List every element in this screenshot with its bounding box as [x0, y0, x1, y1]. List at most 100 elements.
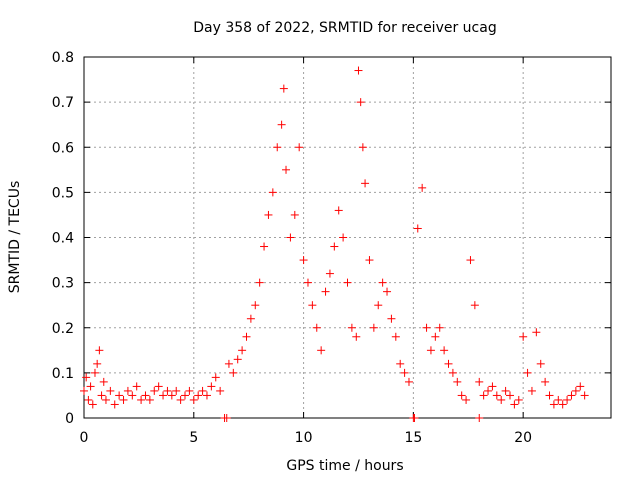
- data-point: [181, 391, 190, 400]
- data-point: [514, 395, 523, 404]
- data-point: [277, 120, 286, 129]
- data-point: [347, 323, 356, 332]
- data-point: [308, 301, 317, 310]
- data-point: [352, 332, 361, 341]
- data-point: [479, 391, 488, 400]
- data-point: [159, 391, 168, 400]
- chart-title: Day 358 of 2022, SRMTID for receiver uca…: [193, 20, 496, 36]
- data-point: [418, 183, 427, 192]
- data-point: [422, 323, 431, 332]
- data-point: [90, 368, 99, 377]
- data-point: [505, 391, 514, 400]
- data-point: [510, 400, 519, 409]
- data-point: [541, 377, 550, 386]
- plot-frame: [83, 56, 612, 419]
- data-point: [216, 386, 225, 395]
- data-point: [571, 386, 580, 395]
- data-point: [404, 377, 413, 386]
- data-point: [365, 256, 374, 265]
- data-point: [251, 301, 260, 310]
- x-tick-label: 15: [404, 430, 422, 446]
- data-point: [80, 386, 88, 395]
- y-tick-label: 0.4: [52, 231, 74, 247]
- data-point: [84, 395, 93, 404]
- data-point: [374, 301, 383, 310]
- data-point: [238, 346, 247, 355]
- data-point: [172, 386, 181, 395]
- data-point: [222, 414, 231, 422]
- data-point: [334, 206, 343, 215]
- data-point: [440, 346, 449, 355]
- data-point: [567, 391, 576, 400]
- data-point: [176, 395, 185, 404]
- data-point: [99, 377, 108, 386]
- data-point: [448, 368, 457, 377]
- data-point: [282, 165, 291, 174]
- data-point: [273, 143, 282, 152]
- data-point: [563, 395, 572, 404]
- data-point: [453, 377, 462, 386]
- data-point: [110, 400, 119, 409]
- data-point: [233, 355, 242, 364]
- data-point: [224, 359, 233, 368]
- x-tick-label: 5: [189, 430, 198, 446]
- data-point: [387, 314, 396, 323]
- data-point: [132, 382, 141, 391]
- data-point: [369, 323, 378, 332]
- data-point: [580, 391, 589, 400]
- data-point: [279, 84, 288, 93]
- data-point: [312, 323, 321, 332]
- data-point: [576, 382, 585, 391]
- data-point: [198, 386, 207, 395]
- data-point: [462, 395, 471, 404]
- data-point: [82, 373, 91, 382]
- data-point: [361, 179, 370, 188]
- data-point: [242, 332, 251, 341]
- data-point: [86, 382, 95, 391]
- data-point: [536, 359, 545, 368]
- data-points: [80, 66, 589, 422]
- y-tick-label: 0.5: [52, 185, 74, 201]
- data-point: [475, 377, 484, 386]
- grid: [84, 57, 611, 418]
- data-point: [163, 386, 172, 395]
- data-point: [554, 395, 563, 404]
- data-point: [106, 386, 115, 395]
- data-point: [189, 395, 198, 404]
- x-axis-label: GPS time / hours: [286, 458, 403, 474]
- y-tick-label: 0.6: [52, 140, 74, 156]
- data-point: [185, 386, 194, 395]
- data-point: [466, 256, 475, 265]
- data-point: [492, 391, 501, 400]
- data-point: [413, 224, 422, 233]
- data-point: [358, 143, 367, 152]
- data-point: [150, 386, 159, 395]
- data-point: [484, 386, 493, 395]
- data-point: [488, 382, 497, 391]
- data-point: [95, 346, 104, 355]
- data-point: [396, 359, 405, 368]
- data-point: [426, 346, 435, 355]
- data-point: [549, 400, 558, 409]
- data-point: [321, 287, 330, 296]
- data-point: [97, 391, 106, 400]
- data-point: [123, 386, 132, 395]
- data-point: [410, 414, 419, 422]
- data-point: [497, 395, 506, 404]
- data-point: [354, 66, 363, 75]
- data-point: [470, 301, 479, 310]
- data-point: [264, 210, 273, 219]
- data-point: [299, 256, 308, 265]
- data-point: [317, 346, 326, 355]
- data-point: [93, 359, 102, 368]
- data-point: [475, 414, 484, 422]
- data-point: [295, 143, 304, 152]
- data-point: [141, 391, 150, 400]
- data-point: [255, 278, 264, 287]
- y-tick-label: 0.1: [52, 366, 74, 382]
- data-point: [523, 368, 532, 377]
- data-point: [431, 332, 440, 341]
- data-point: [519, 332, 528, 341]
- x-tick-label: 10: [295, 430, 313, 446]
